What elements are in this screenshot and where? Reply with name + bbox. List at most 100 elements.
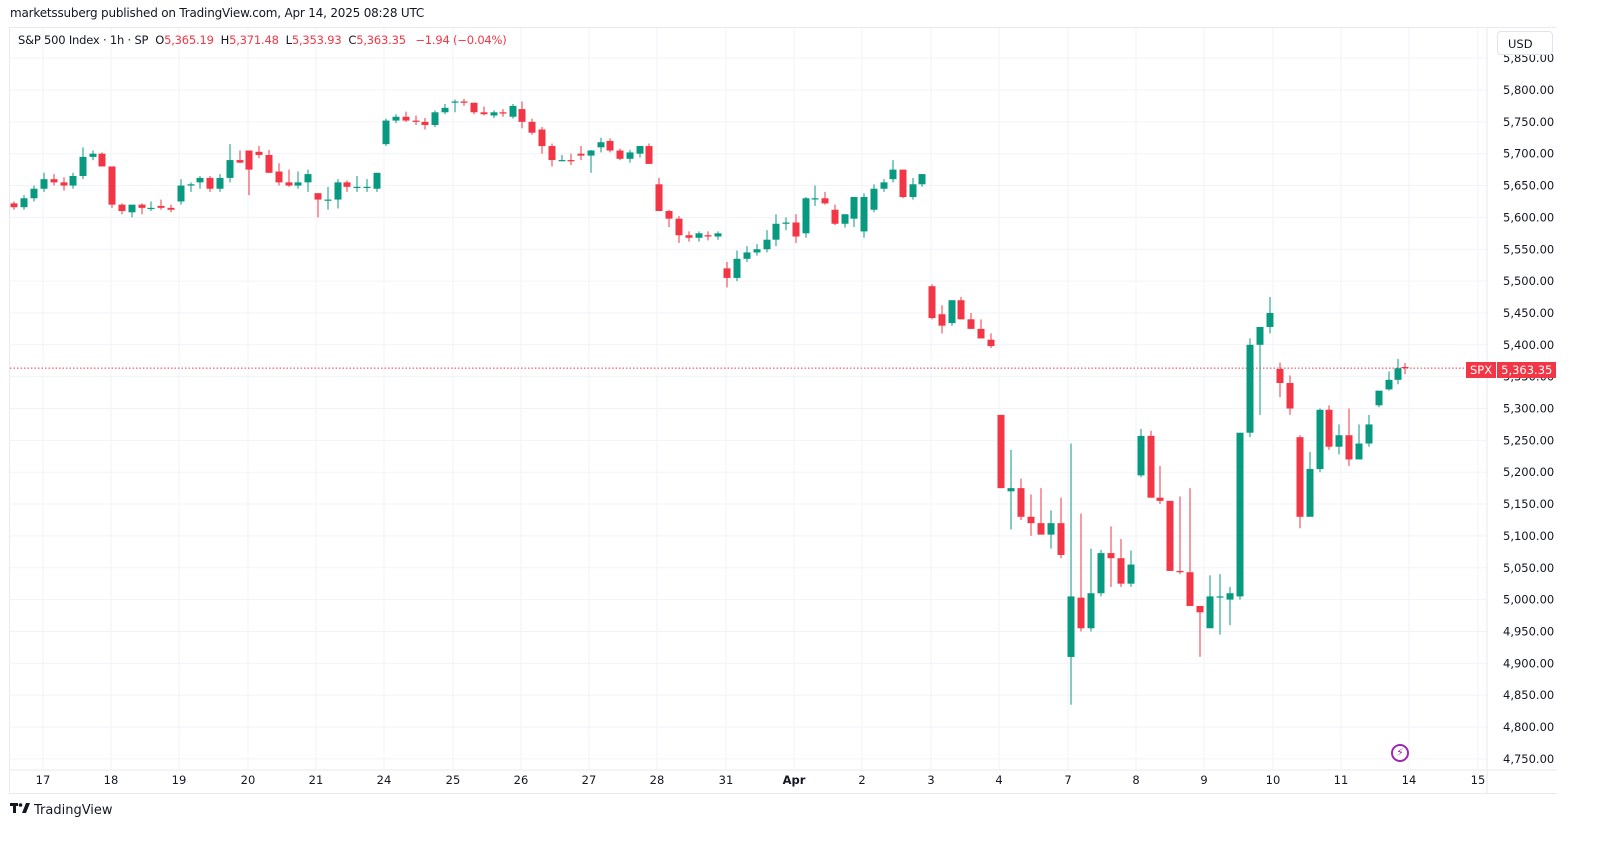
candle (138, 203, 146, 215)
candle (548, 143, 556, 167)
candle (1335, 424, 1343, 455)
price-tick-label: 4,750.00 (1503, 752, 1554, 766)
lightning-icon[interactable]: ⚡ (1391, 744, 1409, 762)
candle (1296, 435, 1304, 529)
candle (441, 104, 449, 115)
price-tick-label: 4,850.00 (1503, 688, 1554, 702)
price-tick-label: 5,650.00 (1503, 179, 1554, 193)
candle (1087, 548, 1095, 632)
candle (245, 150, 253, 196)
candle (98, 152, 106, 167)
candle (343, 180, 351, 192)
high-label: H (220, 33, 230, 47)
price-tick-label: 5,450.00 (1503, 306, 1554, 320)
candle (1206, 575, 1214, 629)
candle (938, 305, 946, 334)
price-tick-label: 5,000.00 (1503, 593, 1554, 607)
close-label: C (348, 33, 357, 47)
candle (236, 150, 244, 164)
price-tick-label: 5,200.00 (1503, 465, 1554, 479)
candle (1027, 494, 1035, 536)
time-tick-label: Apr (783, 773, 806, 787)
candle (567, 153, 575, 166)
open-label: O (155, 33, 165, 47)
candle (1057, 497, 1065, 559)
candle (870, 184, 878, 213)
published-caption: marketssuberg published on TradingView.c… (10, 6, 425, 20)
candle (20, 195, 28, 210)
price-axis[interactable]: 5,850.005,800.005,750.005,700.005,650.00… (1503, 51, 1554, 766)
candles (10, 98, 1409, 705)
time-tick-label: 3 (927, 773, 934, 787)
candle (558, 154, 566, 162)
candle (967, 312, 975, 329)
candle (265, 149, 273, 173)
price-tick-label: 5,600.00 (1503, 210, 1554, 224)
currency-button[interactable]: USD (1497, 31, 1553, 55)
candle (1355, 424, 1363, 460)
candle (782, 217, 790, 231)
time-tick-label: 8 (1132, 773, 1139, 787)
candle (1196, 605, 1204, 657)
candle (792, 214, 800, 243)
footer-brand[interactable]: TradingView (10, 803, 113, 818)
candle (275, 163, 283, 186)
time-tick-label: 25 (446, 773, 461, 787)
time-tick-label: 14 (1402, 773, 1417, 787)
price-tick-label: 5,400.00 (1503, 338, 1554, 352)
price-tick-label: 5,150.00 (1503, 497, 1554, 511)
time-axis[interactable]: 17 18 19 20 21 24 25 26 27 28 31 Apr 2 3 4 7 8 9 10 11 14 15 (36, 773, 1486, 787)
candle (616, 148, 624, 161)
candle (1156, 465, 1164, 505)
candle (460, 98, 468, 106)
candle (1365, 414, 1373, 447)
time-tick-label: 10 (1266, 773, 1281, 787)
tradingview-logo-icon (10, 803, 30, 818)
candle (850, 197, 858, 227)
candle (40, 172, 48, 192)
candle (1306, 451, 1314, 517)
candle (1077, 513, 1085, 632)
candle (187, 182, 195, 192)
candle (10, 201, 18, 210)
close-value: 5,363.35 (356, 33, 406, 47)
change-value: −1.94 (−0.04%) (415, 33, 507, 47)
candle (928, 284, 936, 320)
candle (655, 177, 663, 212)
price-tick-label: 4,800.00 (1503, 720, 1554, 734)
candle (714, 231, 722, 240)
price-tick-label: 4,900.00 (1503, 656, 1554, 670)
candle (1067, 443, 1075, 705)
candle (1246, 338, 1254, 438)
low-value: 5,353.93 (291, 33, 342, 47)
price-tick-label: 5,500.00 (1503, 274, 1554, 288)
candle (977, 319, 985, 339)
candle (909, 177, 917, 200)
candle (704, 231, 712, 241)
candle (1394, 358, 1402, 385)
candle (1176, 496, 1184, 575)
price-tick-label: 4,950.00 (1503, 624, 1554, 638)
candle (294, 171, 302, 189)
time-tick-label: 26 (514, 773, 529, 787)
candle (528, 118, 536, 135)
candle (899, 169, 907, 199)
candle (997, 414, 1005, 489)
time-tick-label: 9 (1200, 773, 1207, 787)
candle (421, 118, 429, 130)
candle (206, 175, 214, 192)
candle (470, 102, 478, 115)
candle (314, 193, 322, 218)
candle (1216, 574, 1224, 635)
price-tick-label: 5,050.00 (1503, 561, 1554, 575)
candle (1097, 549, 1105, 597)
candle (451, 99, 459, 113)
time-tick-label: 28 (650, 773, 665, 787)
candle (987, 333, 995, 348)
candle (1147, 430, 1155, 498)
time-tick-label: 7 (1064, 773, 1071, 787)
candle (509, 104, 517, 119)
price-tick-label: 5,300.00 (1503, 402, 1554, 416)
time-tick-label: 27 (582, 773, 597, 787)
